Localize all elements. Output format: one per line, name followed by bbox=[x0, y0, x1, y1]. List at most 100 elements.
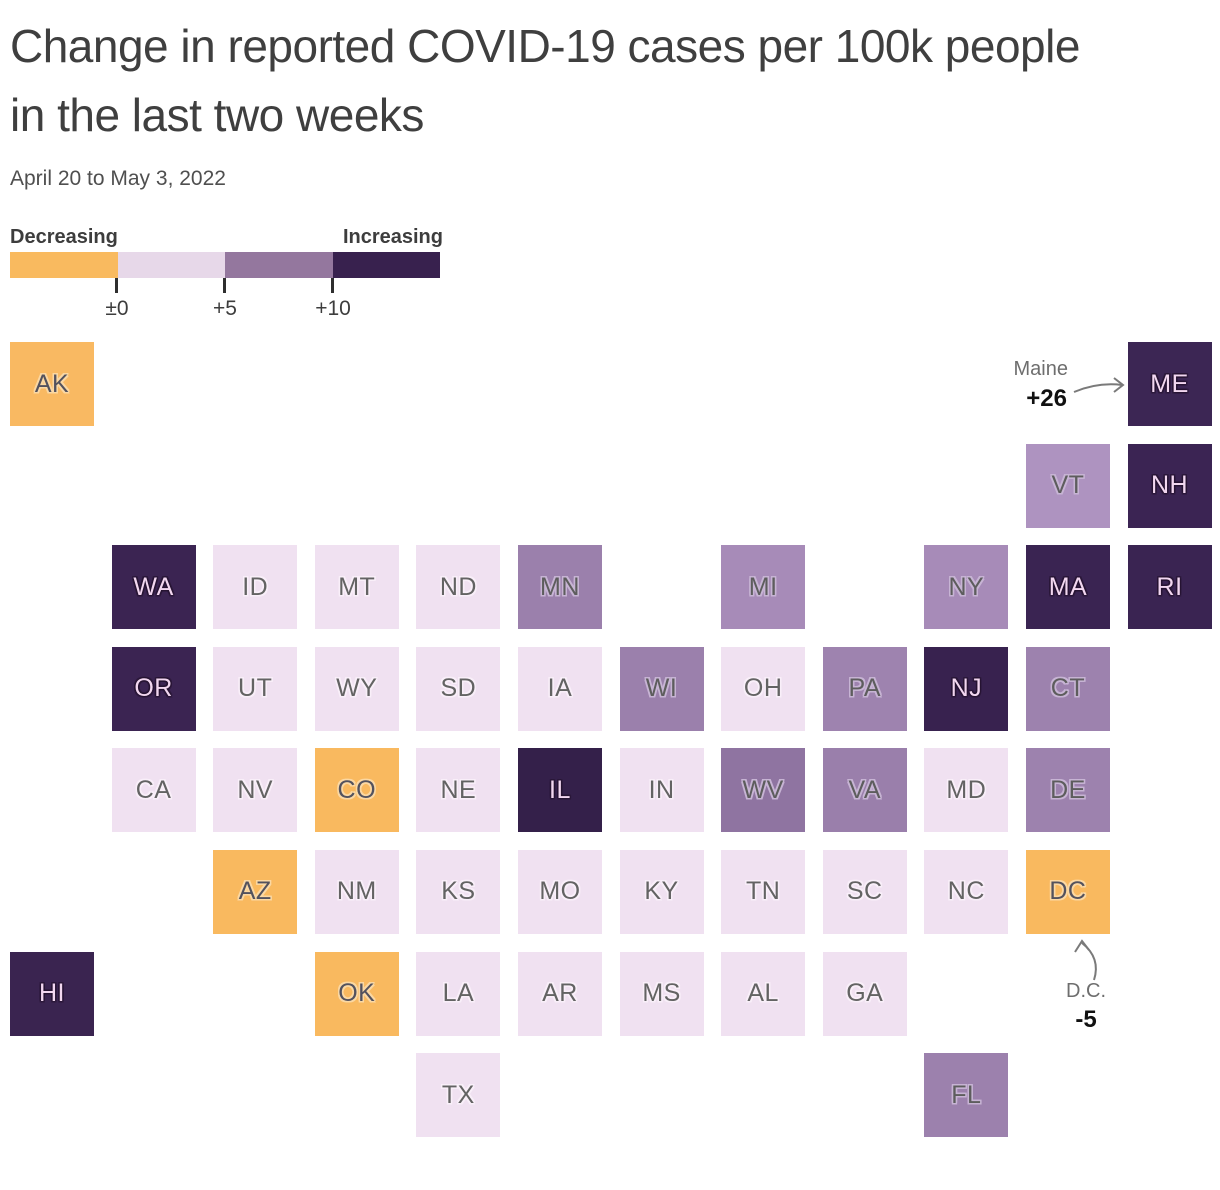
state-label-ny: NY bbox=[948, 572, 985, 601]
state-label-mn: MN bbox=[540, 572, 580, 601]
state-label-ca: CA bbox=[135, 775, 172, 804]
state-tile-va[interactable]: VA bbox=[822, 748, 907, 833]
state-tile-nv[interactable]: NV bbox=[213, 748, 298, 833]
state-label-mi: MI bbox=[748, 572, 778, 601]
state-tile-ok[interactable]: OK bbox=[314, 951, 399, 1036]
state-tile-ky[interactable]: KY bbox=[619, 849, 704, 934]
state-tile-nm[interactable]: NM bbox=[314, 849, 399, 934]
state-tile-az[interactable]: AZ bbox=[213, 849, 298, 934]
state-tile-id[interactable]: ID bbox=[213, 545, 298, 630]
state-tile-or[interactable]: OR bbox=[111, 646, 196, 731]
state-tile-co[interactable]: CO bbox=[314, 748, 399, 833]
state-label-hi: HI bbox=[39, 979, 65, 1008]
state-tile-mo[interactable]: MO bbox=[517, 849, 602, 934]
state-label-id: ID bbox=[242, 572, 269, 601]
maine-annotation-value: +26 bbox=[1026, 385, 1067, 412]
state-tile-mn[interactable]: MN bbox=[517, 545, 602, 630]
state-label-ok: OK bbox=[338, 979, 376, 1008]
state-label-wv: WV bbox=[742, 775, 784, 804]
state-label-dc: DC bbox=[1049, 877, 1087, 906]
state-tile-ia[interactable]: IA bbox=[517, 646, 602, 731]
date-range-subtitle: April 20 to May 3, 2022 bbox=[10, 167, 226, 190]
state-tile-me[interactable]: ME bbox=[1127, 342, 1212, 426]
dc-arrow-icon bbox=[1074, 939, 1097, 981]
state-label-ne: NE bbox=[440, 775, 477, 804]
maine-annotation-label: Maine bbox=[1013, 358, 1068, 380]
state-label-ri: RI bbox=[1156, 572, 1183, 601]
dc-annotation-value: -5 bbox=[1075, 1006, 1097, 1033]
state-label-ma: MA bbox=[1048, 572, 1088, 601]
legend-tick-0 bbox=[115, 278, 118, 293]
state-tile-oh[interactable]: OH bbox=[721, 646, 806, 731]
state-tile-mt[interactable]: MT bbox=[314, 545, 399, 630]
state-tile-hi[interactable]: HI bbox=[10, 951, 94, 1036]
legend-color-scale bbox=[10, 252, 440, 278]
state-tile-sc[interactable]: SC bbox=[822, 849, 907, 934]
state-tile-nh[interactable]: NH bbox=[1127, 443, 1212, 528]
maine-arrow-icon bbox=[1073, 377, 1125, 393]
state-tile-de[interactable]: DE bbox=[1025, 748, 1110, 833]
state-tile-wv[interactable]: WV bbox=[721, 748, 806, 833]
legend-segment-mid bbox=[225, 252, 333, 278]
state-tile-nd[interactable]: ND bbox=[416, 545, 501, 630]
state-label-nv: NV bbox=[237, 775, 274, 804]
state-tile-sd[interactable]: SD bbox=[416, 646, 501, 731]
dc-annotation-label: D.C. bbox=[1066, 980, 1106, 1002]
state-label-co: CO bbox=[337, 775, 377, 804]
state-tile-wy[interactable]: WY bbox=[314, 646, 399, 731]
legend-segment-decreasing bbox=[10, 252, 118, 278]
state-tile-la[interactable]: LA bbox=[416, 951, 501, 1036]
legend-direction-labels: Decreasing Increasing bbox=[10, 226, 443, 249]
state-tile-wa[interactable]: WA bbox=[111, 545, 196, 630]
state-label-ky: KY bbox=[644, 877, 679, 906]
state-tile-mi[interactable]: MI bbox=[721, 545, 806, 630]
state-tile-ny[interactable]: NY bbox=[924, 545, 1009, 630]
state-tile-al[interactable]: AL bbox=[721, 951, 806, 1036]
state-tile-tn[interactable]: TN bbox=[721, 849, 806, 934]
state-tile-fl[interactable]: FL bbox=[924, 1053, 1009, 1138]
state-tile-wi[interactable]: WI bbox=[619, 646, 704, 731]
state-tile-il[interactable]: IL bbox=[517, 748, 602, 833]
state-tile-ut[interactable]: UT bbox=[213, 646, 298, 731]
state-tile-ma[interactable]: MA bbox=[1025, 545, 1110, 630]
state-label-il: IL bbox=[549, 775, 571, 804]
state-tile-dc[interactable]: DC bbox=[1025, 849, 1110, 934]
legend-increasing-label: Increasing bbox=[342, 226, 443, 248]
state-tile-ca[interactable]: CA bbox=[111, 748, 196, 833]
state-tile-in[interactable]: IN bbox=[619, 748, 704, 833]
state-label-ks: KS bbox=[441, 877, 476, 906]
state-label-ut: UT bbox=[238, 674, 273, 703]
state-label-az: AZ bbox=[238, 877, 272, 906]
state-label-fl: FL bbox=[951, 1080, 982, 1109]
state-tile-ak[interactable]: AK bbox=[10, 342, 94, 426]
state-tile-ks[interactable]: KS bbox=[416, 849, 501, 934]
state-tile-pa[interactable]: PA bbox=[822, 646, 907, 731]
state-label-ms: MS bbox=[642, 979, 681, 1008]
state-tile-ri[interactable]: RI bbox=[1127, 545, 1212, 630]
state-tile-ne[interactable]: NE bbox=[416, 748, 501, 833]
state-tile-ms[interactable]: MS bbox=[619, 951, 704, 1036]
state-tile-nj[interactable]: NJ bbox=[924, 646, 1009, 731]
state-label-de: DE bbox=[1050, 775, 1086, 804]
state-label-in: IN bbox=[648, 775, 675, 804]
legend-segment-high bbox=[332, 252, 440, 278]
state-tile-ga[interactable]: GA bbox=[822, 951, 907, 1036]
state-label-tx: TX bbox=[441, 1080, 475, 1109]
state-label-mt: MT bbox=[338, 572, 376, 601]
state-tile-ct[interactable]: CT bbox=[1025, 646, 1110, 731]
state-label-ar: AR bbox=[542, 979, 578, 1008]
state-tile-vt[interactable]: VT bbox=[1025, 443, 1110, 528]
state-label-sc: SC bbox=[846, 877, 883, 906]
state-tile-tx[interactable]: TX bbox=[416, 1053, 501, 1138]
state-tile-ar[interactable]: AR bbox=[517, 951, 602, 1036]
state-tile-nc[interactable]: NC bbox=[924, 849, 1009, 934]
state-label-sd: SD bbox=[440, 674, 477, 703]
state-label-la: LA bbox=[442, 979, 475, 1008]
state-tile-md[interactable]: MD bbox=[924, 748, 1009, 833]
state-label-ia: IA bbox=[547, 674, 573, 703]
state-label-nj: NJ bbox=[950, 674, 983, 703]
state-label-wy: WY bbox=[336, 674, 378, 703]
state-label-tn: TN bbox=[745, 877, 781, 906]
state-label-mo: MO bbox=[539, 877, 581, 906]
